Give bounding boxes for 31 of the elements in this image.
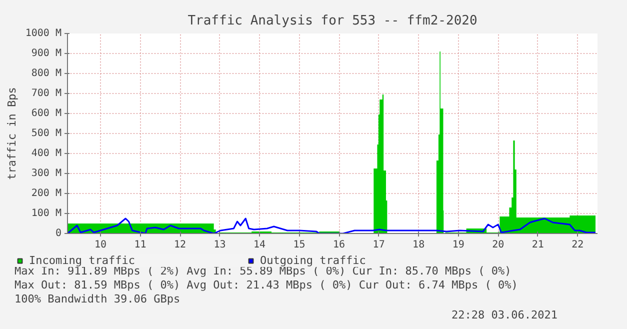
x-tick-label: 11 [134, 240, 146, 250]
text: Max Out: 81.59 MBps ( 0%) Avg Out: 21.43 MBps ( 0%) Cur Out: 6.74 MBps ( 0%) [14, 278, 518, 292]
x-tick-label: 13 [214, 240, 226, 250]
y-tick-label: 900 M [31, 48, 62, 59]
y-axis-title: traffic in Bps [5, 87, 18, 180]
legend-label: Outgoing traffic [260, 254, 366, 267]
y-tick-label: 400 M [31, 148, 62, 159]
x-tick-label: 12 [174, 240, 186, 250]
y-tick-label: 0 [55, 228, 62, 239]
y-tick-label: 700 M [31, 88, 62, 99]
x-tick-label: 18 [412, 240, 425, 250]
y-tick-label: 800 M [31, 68, 62, 79]
x-tick-label: 19 [452, 240, 464, 250]
chart-title: Traffic Analysis for 553 -- ffm2-2020 [188, 14, 478, 28]
x-tick-label: 15 [293, 240, 306, 250]
text: 22:28 03.06.2021 [452, 308, 558, 322]
x-tick-label: 16 [333, 240, 346, 250]
y-tick-label: 100 M [31, 208, 62, 219]
x-tick-label: 17 [372, 240, 385, 250]
y-tick-label: 200 M [31, 188, 62, 199]
x-tick-label: 14 [254, 240, 266, 250]
x-tick-label: 21 [532, 240, 544, 250]
y-tick-label: 500 M [31, 128, 62, 139]
y-tick-label: 1000 M [25, 28, 62, 39]
x-tick-label: 22 [572, 240, 584, 250]
x-tick-label: 10 [94, 240, 107, 250]
y-tick-label: 600 M [31, 108, 62, 119]
x-tick-label: 20 [492, 240, 504, 250]
legend-label: Incoming traffic [29, 254, 135, 267]
text: 100% Bandwidth 39.06 GBps [14, 292, 180, 306]
y-tick-label: 300 M [31, 168, 62, 179]
